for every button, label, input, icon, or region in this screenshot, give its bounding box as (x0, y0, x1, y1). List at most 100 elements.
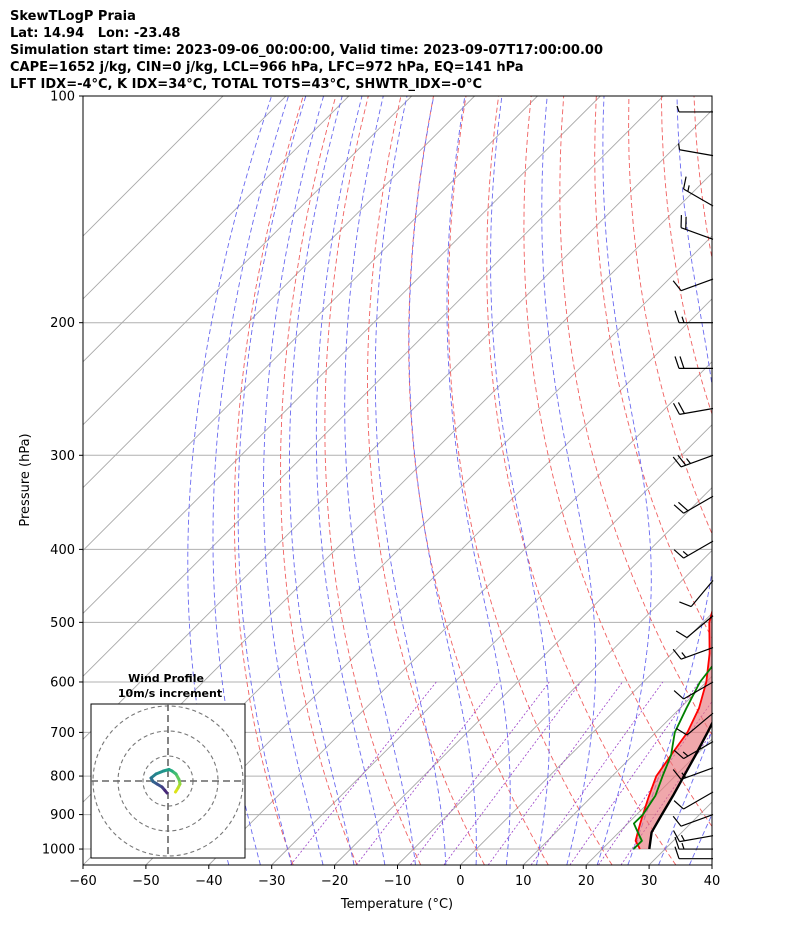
moist-adiabat (263, 96, 325, 865)
moist-adiabat (446, 96, 511, 865)
hodograph-subtitle: 10m/s increment (118, 687, 222, 700)
moist-adiabat (315, 96, 386, 865)
dry-adiabat (594, 96, 712, 640)
x-tick-label: −60 (69, 874, 96, 889)
chart-header: SkewTLogP Praia Lat: 14.94 Lon: -23.48 Sim… (10, 8, 603, 93)
dry-adiabat (693, 96, 712, 261)
moist-adiabat (344, 96, 416, 865)
x-tick-label: −30 (258, 874, 285, 889)
location-line: Lat: 14.94 Lon: -23.48 (10, 26, 181, 41)
wind-barb (673, 681, 714, 700)
indices-line: LFT IDX=-4°C, K IDX=34°C, TOTAL TOTS=43°… (10, 77, 483, 92)
wind-barb (672, 814, 714, 827)
wind-barb (672, 646, 714, 660)
dry-adiabat (447, 96, 613, 865)
mixing-ratio-line (443, 681, 582, 865)
isotherm-line (83, 109, 712, 740)
isotherm-line (83, 96, 664, 677)
x-tick-label: −40 (195, 874, 222, 889)
x-tick-label: 40 (704, 874, 721, 889)
y-tick-label: 700 (50, 726, 75, 741)
dry-adiabat (727, 96, 794, 865)
wind-barb (674, 310, 713, 324)
wind-barb (674, 836, 713, 850)
mixing-ratio-line (530, 681, 664, 865)
moist-adiabat (237, 96, 307, 865)
dry-adiabat (408, 96, 549, 865)
y-tick-label: 800 (50, 770, 75, 785)
wind-barb (672, 830, 714, 843)
isotherm-line (145, 298, 712, 865)
time-line: Simulation start time: 2023-09-06_00:00:… (10, 43, 603, 58)
wind-barb (674, 846, 713, 860)
y-tick-label: 500 (50, 616, 75, 631)
isotherm-line (83, 96, 413, 426)
isotherm-line (648, 801, 712, 865)
wind-barb (673, 495, 714, 514)
dry-adiabat (486, 96, 677, 865)
mixing-ratio-line (355, 681, 499, 865)
x-tick-label: 10 (515, 874, 532, 889)
wind-barb (682, 176, 714, 207)
x-tick-label: −50 (132, 874, 159, 889)
mixing-ratio-line (487, 681, 623, 865)
dry-adiabat (367, 96, 485, 865)
dry-adiabat (523, 96, 712, 828)
moist-adiabat (596, 96, 652, 865)
isotherm-line (83, 96, 538, 552)
moist-adiabat (212, 96, 289, 865)
wind-barb (673, 540, 714, 559)
cape-area (635, 612, 712, 849)
wind-barb (679, 580, 714, 608)
wind-barb (674, 356, 713, 369)
dry-adiabat (559, 96, 712, 736)
isotherm-line (775, 96, 794, 865)
dry-adiabat (660, 96, 712, 416)
mixing-ratio-line (290, 681, 437, 865)
dry-adiabat (233, 96, 304, 865)
isotherm-line (83, 96, 475, 489)
chart-title: SkewTLogP Praia (10, 9, 136, 24)
wind-barb (675, 615, 714, 639)
wind-barb (672, 402, 714, 415)
y-tick-label: 200 (50, 316, 75, 331)
moist-adiabat (289, 96, 355, 865)
moist-adiabat (374, 96, 447, 865)
cin-area (733, 96, 794, 182)
isotherm-line (83, 96, 224, 237)
x-tick-label: −20 (321, 874, 348, 889)
x-tick-label: 0 (456, 874, 464, 889)
wind-barb (673, 791, 714, 810)
mixing-ratio-line (410, 681, 550, 865)
hodograph-title: Wind Profile (128, 672, 204, 685)
dry-adiabat (324, 96, 422, 865)
temperature-line (634, 455, 712, 850)
moist-adiabat (541, 96, 597, 865)
isotherm-line (334, 486, 712, 865)
isotherm-line (522, 675, 712, 865)
dry-adiabat (628, 96, 712, 535)
y-tick-label: 400 (50, 543, 75, 558)
wind-barb (672, 767, 714, 780)
wind-barb (672, 454, 714, 468)
hodograph-segment (163, 789, 169, 795)
isotherm-line (711, 864, 712, 865)
isotherm-line (271, 424, 712, 865)
x-tick-label: 30 (641, 874, 658, 889)
y-tick-label: 900 (50, 808, 75, 823)
isotherm-line (208, 361, 712, 865)
parcel-line (648, 720, 712, 850)
mixing-ratio-line (569, 681, 700, 865)
dewpoint-line (632, 665, 712, 850)
wind-barb (672, 278, 714, 292)
y-tick-label: 300 (50, 449, 75, 464)
moist-adiabat (490, 96, 550, 865)
moist-adiabat (408, 96, 477, 865)
isotherm-line (397, 549, 712, 865)
moist-adiabat (658, 729, 712, 865)
y-axis-label: Pressure (hPa) (18, 433, 33, 526)
isotherm-line (83, 96, 601, 615)
isotherm-line (460, 612, 712, 865)
dry-adiabat (759, 96, 794, 865)
